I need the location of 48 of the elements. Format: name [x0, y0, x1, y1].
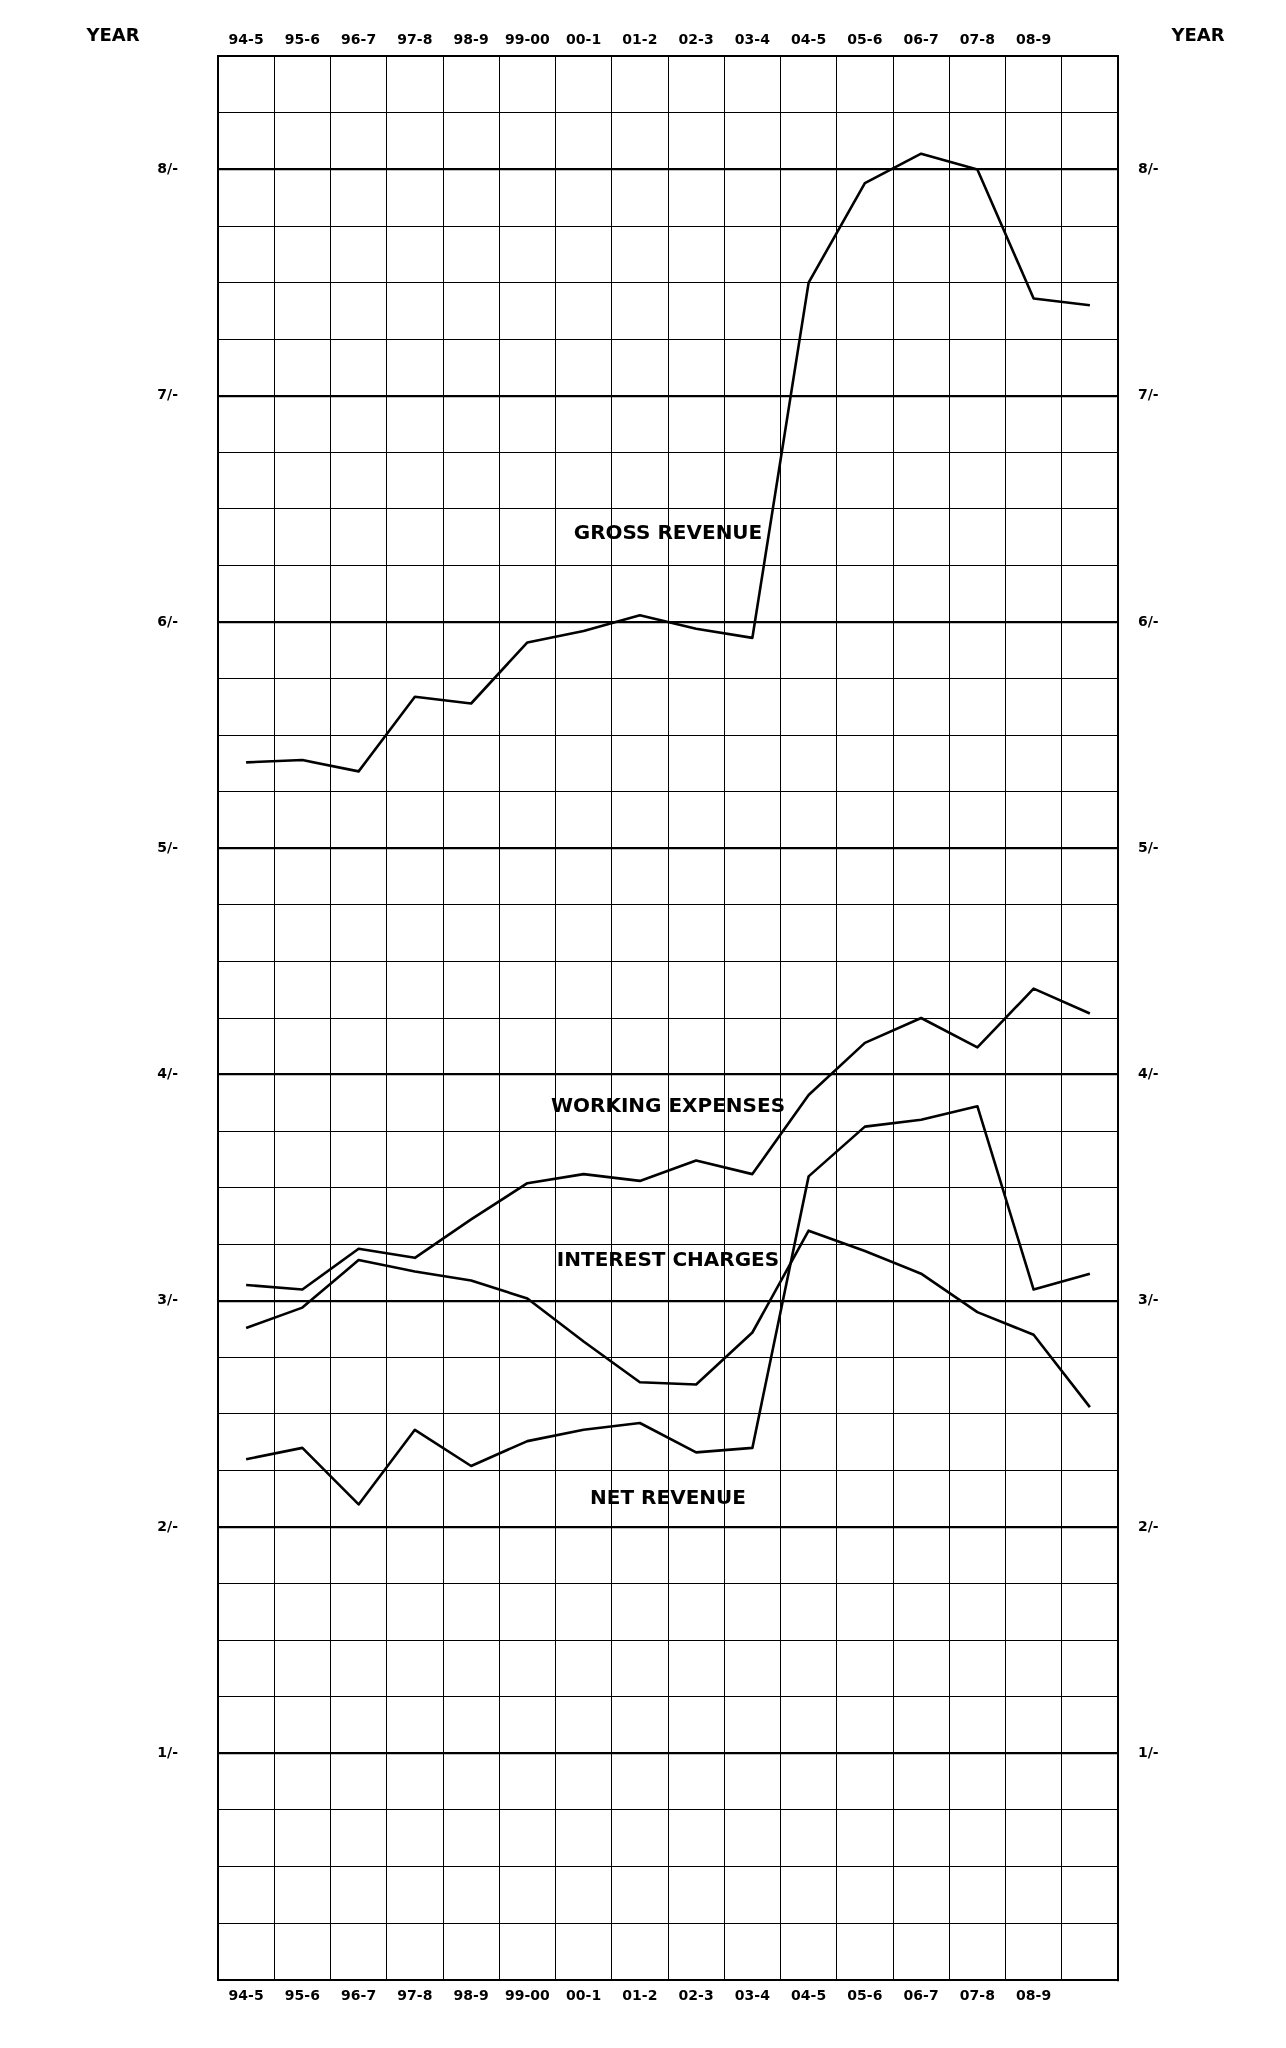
x-tick-label: 03-4	[734, 1986, 771, 2003]
category-label: 04-5	[791, 30, 827, 47]
y2-tick-label: 7/-	[1138, 386, 1159, 403]
x-tick-label: 96-7	[341, 1986, 377, 2003]
category-label: 98-9	[453, 30, 489, 47]
category-label: 96-7	[341, 30, 377, 47]
x2-axis-title: YEAR	[1170, 24, 1225, 46]
y-tick-label: 2/-	[157, 1517, 179, 1534]
category-label: 02-3	[678, 30, 714, 47]
x-tick-label: 00-1	[566, 1986, 602, 2003]
y2-tick-label: 2/-	[1138, 1517, 1159, 1534]
x-tick-label: 97-8	[397, 1986, 433, 2003]
y2-tick-label: 1/-	[1138, 1743, 1159, 1760]
category-label: 06-7	[903, 30, 939, 47]
y-tick-label: 8/-	[157, 160, 179, 177]
x-tick-label: 06-7	[903, 1986, 939, 2003]
y2-tick-label: 6/-	[1138, 612, 1159, 629]
category-label: 99-00	[504, 30, 550, 47]
x-tick-label: 02-3	[678, 1986, 714, 2003]
x-tick-label: 94-5	[228, 1986, 264, 2003]
category-label: 94-5	[228, 30, 264, 47]
y-tick-label: 3/-	[157, 1291, 179, 1308]
category-label: 07-8	[959, 30, 995, 47]
y2-tick-label: 3/-	[1138, 1291, 1159, 1308]
y-tick-label: 7/-	[157, 386, 179, 403]
x-tick-label: 04-5	[791, 1986, 827, 2003]
x-tick-label: 08-9	[1016, 1986, 1052, 2003]
x-tick-label: 07-8	[959, 1986, 995, 2003]
category-label: 97-8	[397, 30, 433, 47]
x-tick-label: 98-9	[453, 1986, 489, 2003]
y2-tick-label: 4/-	[1138, 1065, 1159, 1082]
x-tick-label: 05-6	[847, 1986, 883, 2003]
category-label: 03-4	[734, 30, 770, 47]
x-tick-label: 01-2	[622, 1986, 658, 2003]
category-label: 00-1	[566, 30, 602, 47]
y-tick-label: 6/-	[157, 612, 179, 629]
y2-tick-label: 8/-	[1138, 160, 1159, 177]
category-label: 01-2	[622, 30, 658, 47]
category-label: 95-6	[284, 30, 320, 47]
x-tick-label: 95-6	[284, 1986, 320, 2003]
category-label: 08-9	[1016, 30, 1052, 47]
y-tick-label: 5/-	[157, 838, 179, 855]
y2-tick-label: 5/-	[1138, 838, 1159, 855]
category-label: 05-6	[847, 30, 883, 47]
text: YEAR	[86, 24, 140, 46]
y-tick-label: 1/-	[157, 1743, 179, 1760]
y-tick-label: 4/-	[157, 1065, 179, 1082]
x-tick-label: 99-00	[504, 1986, 551, 2003]
